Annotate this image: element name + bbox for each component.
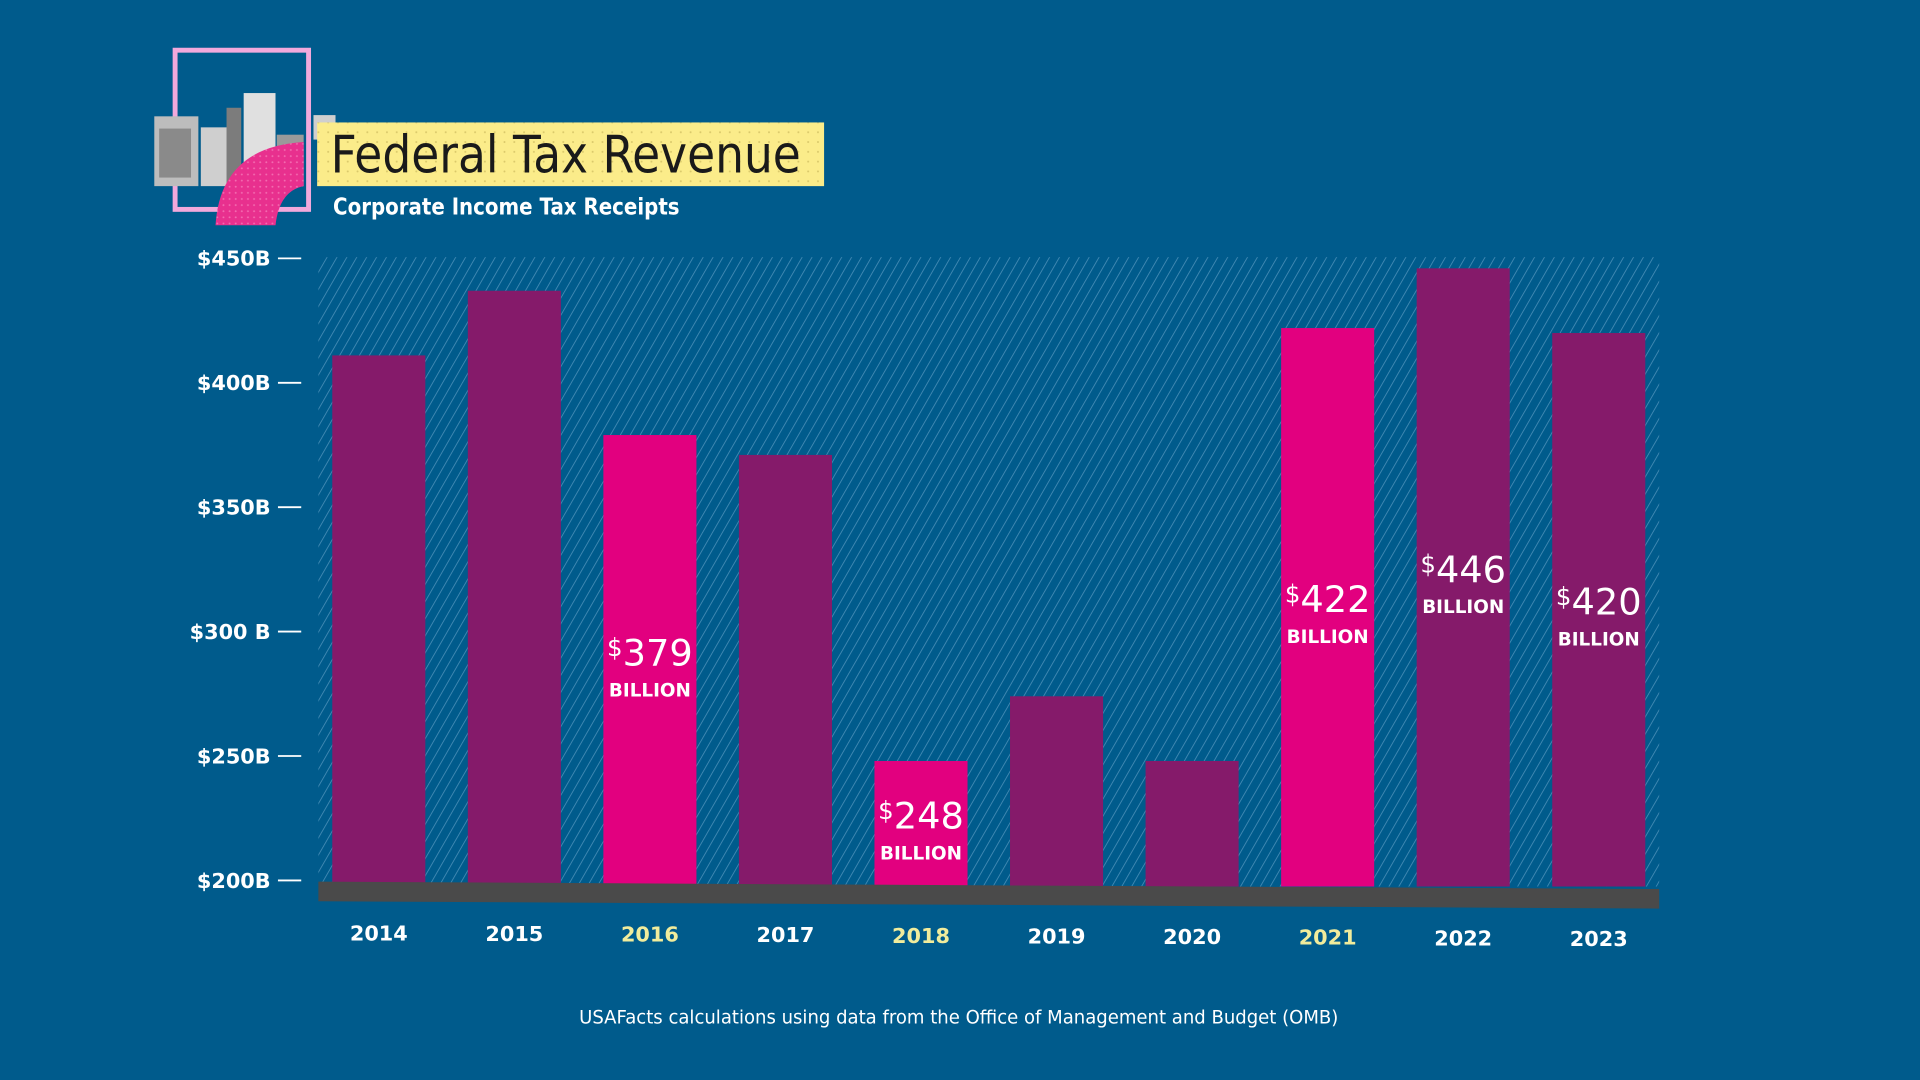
data-label-unit: BILLION [1422,597,1504,618]
data-label-unit: BILLION [1558,629,1640,650]
chart-floor [318,881,1660,909]
header-collage-illustration [154,47,336,226]
x-axis: 2014 2015 2016 2017 2018 2019 2020 2021 2022 2023 [350,921,1628,951]
data-label-amount: 446 [1436,548,1506,591]
currency-symbol: $ [878,796,894,825]
x-tick-label: 2017 [757,923,815,947]
x-tick-label: 2023 [1570,927,1628,951]
currency-symbol: $ [607,633,623,662]
bar-2017 [738,454,832,887]
bar-2015 [467,290,561,887]
chart-title: Federal Tax Revenue [331,126,801,186]
y-tick-label: $250B [197,744,271,768]
bars: $379 BILLION $248 BILLION $422 BILLION $446 BIL… [332,268,1646,887]
x-tick-label: 2021 [1299,926,1357,950]
currency-symbol: $ [1285,579,1301,608]
y-tick-label: $300 B [190,620,271,644]
y-tick-label: $450B [197,247,271,271]
bar-2016 [603,435,697,887]
chart-subtitle: Corporate Income Tax Receipts [333,193,680,220]
data-label-unit: BILLION [609,680,691,701]
x-tick-label: 2014 [350,921,408,945]
data-label-2018: $248 [878,795,964,838]
data-label-2016: $379 [607,632,693,675]
x-tick-label: 2018 [892,924,950,948]
x-tick-label: 2020 [1163,925,1221,949]
y-axis: $450B $400B $350B $300 B $250B $200B [190,247,302,893]
x-tick-label: 2022 [1434,926,1492,950]
bar-2022 [1416,268,1510,887]
bar-2014 [332,355,426,887]
source-note: USAFacts calculations using data from th… [579,1008,1338,1029]
x-tick-label: 2016 [621,923,679,947]
bar-2019 [1010,696,1104,887]
data-label-amount: 422 [1300,578,1370,621]
y-tick-label: $200B [197,869,271,893]
x-tick-label: 2019 [1028,924,1086,948]
data-label-amount: 420 [1571,581,1641,624]
bar-2023 [1552,333,1646,887]
bar-2018 [874,760,968,887]
currency-symbol: $ [1420,550,1436,579]
bar-2020 [1145,760,1239,887]
currency-symbol: $ [1556,582,1572,611]
x-tick-label: 2015 [485,922,543,946]
data-label-2023: $420 [1556,581,1642,624]
data-label-2021: $422 [1285,578,1371,621]
bar-2021 [1281,328,1375,887]
data-label-2022: $446 [1420,548,1506,591]
data-label-amount: 248 [894,795,964,838]
y-tick-label: $350B [197,496,271,520]
data-label-unit: BILLION [1287,627,1369,648]
data-label-unit: BILLION [880,843,962,864]
data-label-amount: 379 [623,632,693,675]
y-tick-label: $400B [197,371,271,395]
title-box [317,122,825,187]
